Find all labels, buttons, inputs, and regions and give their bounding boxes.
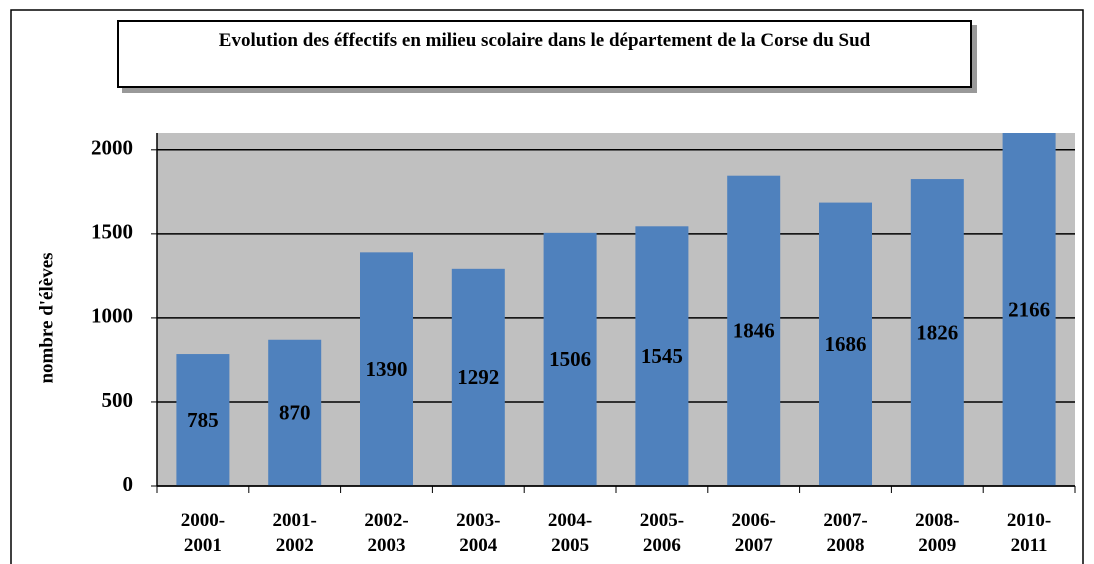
data-label: 1390 bbox=[366, 357, 408, 381]
bar bbox=[727, 175, 781, 486]
bar bbox=[819, 202, 872, 486]
chart-title: Evolution des éffectifs en milieu scolai… bbox=[117, 20, 972, 88]
bar bbox=[451, 268, 505, 486]
bar bbox=[910, 179, 964, 486]
bars bbox=[176, 133, 1056, 486]
bar bbox=[543, 232, 597, 486]
x-tick-label: 2003-2004 bbox=[456, 510, 501, 556]
y-tick-label: 1500 bbox=[91, 220, 133, 244]
x-tick-label: 2006-2007 bbox=[731, 510, 776, 556]
x-tick-label: 2004-2005 bbox=[547, 510, 593, 556]
data-label: 1826 bbox=[916, 320, 958, 344]
y-tick-label: 500 bbox=[102, 388, 134, 412]
bar bbox=[1002, 133, 1056, 486]
x-tick-label: 2002-2003 bbox=[364, 510, 409, 556]
x-tick-label: 2008-2009 bbox=[915, 510, 960, 556]
y-tick-label: 2000 bbox=[91, 136, 133, 160]
data-label: 870 bbox=[279, 401, 311, 425]
data-label: 1686 bbox=[825, 332, 867, 356]
data-label: 785 bbox=[187, 408, 219, 432]
x-tick-label: 2007-2008 bbox=[823, 510, 868, 556]
data-label: 1292 bbox=[457, 365, 499, 389]
data-label: 1506 bbox=[549, 347, 591, 371]
y-axis-label: nombre d'élèves bbox=[36, 252, 57, 383]
y-tick-label: 0 bbox=[123, 472, 134, 496]
data-label: 1545 bbox=[641, 344, 683, 368]
bar bbox=[635, 226, 689, 486]
bar bbox=[268, 339, 322, 486]
x-tick-label: 2005-2006 bbox=[639, 510, 685, 556]
x-tick-label: 2000-2001 bbox=[180, 510, 226, 556]
y-tick-label: 1000 bbox=[91, 304, 133, 328]
x-tick-label: 2001-2002 bbox=[272, 510, 317, 556]
x-tick-label: 2010-2011 bbox=[1006, 510, 1052, 556]
bar bbox=[176, 354, 230, 486]
frame bbox=[10, 9, 1084, 564]
bar bbox=[360, 252, 413, 486]
data-label: 1846 bbox=[733, 319, 775, 343]
data-label: 2166 bbox=[1008, 297, 1050, 321]
